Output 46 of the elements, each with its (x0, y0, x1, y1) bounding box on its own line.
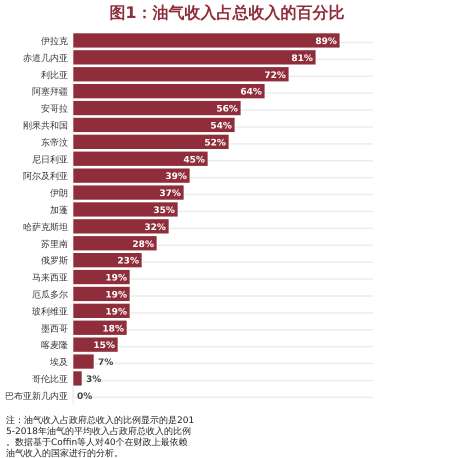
y-tick-label: 苏里南 (41, 238, 68, 250)
data-label: 3% (86, 374, 102, 385)
y-tick-label: 赤道几内亚 (23, 52, 68, 64)
y-tick-label: 哈萨克斯坦 (23, 222, 68, 233)
data-label: 72% (264, 70, 286, 81)
data-label: 23% (117, 256, 139, 267)
data-label: 56% (216, 104, 238, 115)
y-tick-label: 伊拉克 (41, 36, 68, 47)
y-tick-label: 利比亚 (41, 70, 68, 81)
data-label: 37% (159, 189, 181, 200)
y-tick-label: 巴布亚新几内亚 (5, 390, 68, 402)
data-label: 64% (240, 88, 262, 98)
y-tick-label: 伊朗 (50, 188, 68, 200)
y-tick-label: 东帝汶 (41, 137, 68, 148)
y-tick-label: 阿塞拜疆 (32, 86, 68, 98)
y-tick-label: 玻利维亚 (32, 306, 68, 318)
y-tick-label: 加蓬 (50, 204, 68, 216)
text: 注：油气收入占政府总收入的比例显示的是2015-2018年油气的平均收入占政府总收入的比例。数据基于Coffin等人对40个在财政上最依赖油气收入的国家进行的分析。 (6, 415, 194, 458)
y-tick-label: 喀麦隆 (41, 340, 68, 352)
y-tick-label: 厄瓜多尔 (32, 289, 68, 300)
data-label: 39% (165, 172, 187, 182)
y-tick-label: 埃及 (49, 357, 68, 368)
y-tick-label: 俄罗斯 (41, 256, 68, 267)
data-label: 32% (144, 222, 166, 233)
y-tick-label: 墨西哥 (41, 323, 68, 334)
y-tick-label: 马来西亚 (32, 272, 68, 284)
data-label: 19% (105, 274, 127, 284)
y-tick-label: 哥伦比亚 (32, 374, 68, 385)
data-label: 81% (291, 54, 313, 64)
chart-title: 图1：油气收入占总收入的百分比 (109, 3, 345, 22)
data-label: 19% (105, 290, 127, 300)
y-tick-label: 尼日利亚 (32, 154, 68, 166)
data-label: 54% (210, 121, 232, 132)
y-tick-label: 安哥拉 (41, 104, 68, 115)
data-label: 15% (93, 341, 115, 352)
y-tick-label: 阿尔及利亚 (23, 171, 68, 182)
data-label: 0% (77, 392, 92, 402)
data-label: 7% (98, 358, 114, 368)
data-label: 18% (102, 324, 124, 334)
data-label: 45% (183, 155, 205, 166)
data-label: 19% (105, 307, 127, 318)
data-label: 28% (132, 240, 154, 250)
y-tick-label: 刚果共和国 (23, 120, 68, 132)
data-label: 35% (153, 206, 175, 216)
data-label: 89% (315, 36, 337, 47)
data-label: 52% (204, 138, 226, 148)
